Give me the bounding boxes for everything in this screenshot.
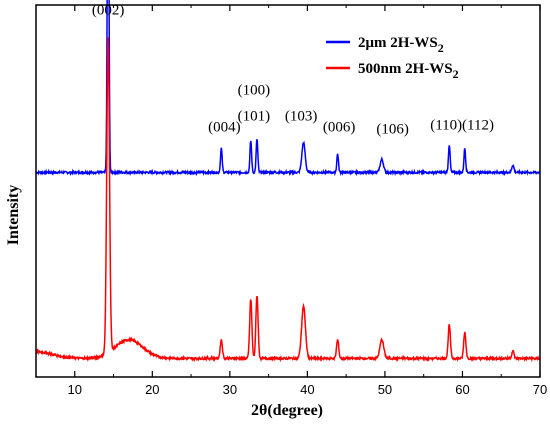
- x-tick-label: 50: [378, 382, 392, 397]
- y-axis-title: Intensity: [5, 185, 22, 245]
- plot-frame: [35, 4, 541, 378]
- legend-label: 500nm 2H-WS2: [358, 61, 459, 81]
- x-tick-label: 40: [300, 382, 314, 397]
- legend-label: 2μm 2H-WS2: [358, 35, 444, 55]
- legend: 2μm 2H-WS2 500nm 2H-WS2: [326, 35, 459, 81]
- peak-label: (002): [92, 2, 125, 18]
- series-group: [35, 0, 541, 363]
- peak-label: (103): [285, 108, 318, 124]
- x-tick-label: 10: [68, 382, 82, 397]
- x-axis-title: 2θ(degree): [251, 402, 323, 419]
- x-tick-label: 20: [145, 382, 159, 397]
- peak-labels: (002) (004) (100) (101) (103) (006) (106) (110)…: [92, 2, 494, 137]
- peak-label: (006): [323, 119, 356, 135]
- series-line-1: [35, 0, 541, 177]
- peak-label: (110): [430, 118, 462, 134]
- x-tick-label: 30: [223, 382, 237, 397]
- peak-label: (106): [376, 121, 409, 137]
- x-tick-label: 70: [533, 382, 547, 397]
- axes: 10 20 30 40 50 60 70: [35, 4, 547, 397]
- series-line-2: [35, 37, 541, 363]
- peak-label: (101): [238, 108, 271, 124]
- peak-label: (004): [208, 119, 241, 135]
- peak-label: (112): [462, 118, 494, 134]
- peak-label: (100): [238, 82, 271, 98]
- x-tick-label: 60: [455, 382, 469, 397]
